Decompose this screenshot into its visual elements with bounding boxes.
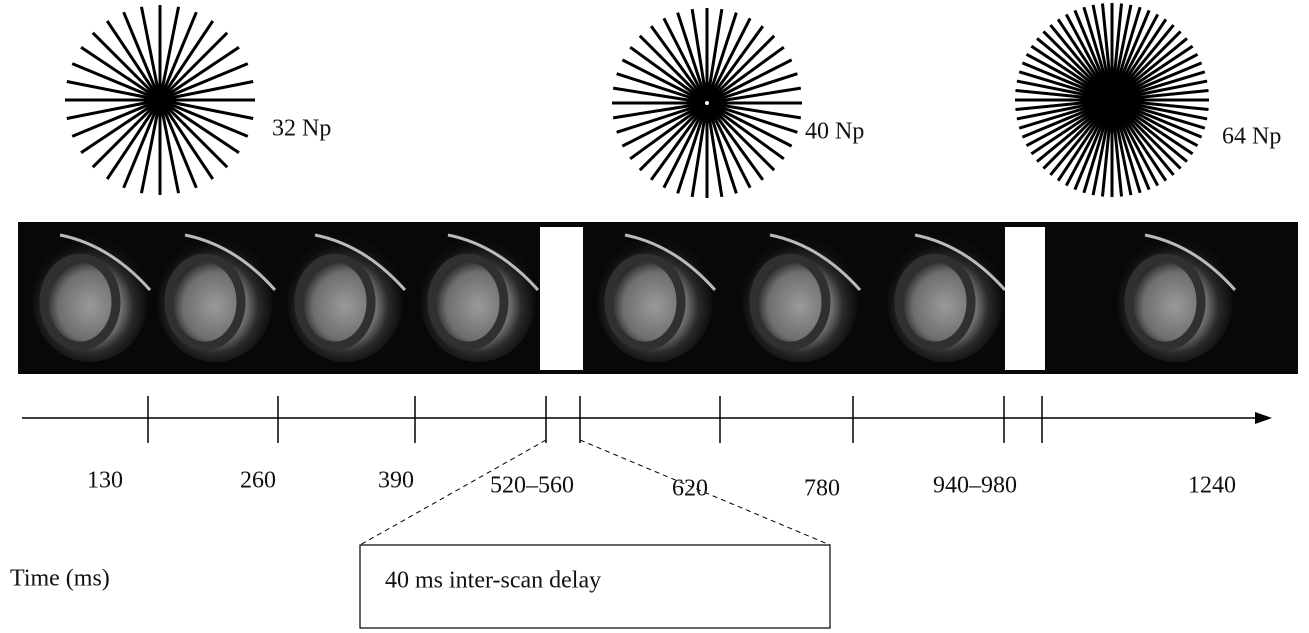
star-hub bbox=[1084, 72, 1140, 128]
time-label: 260 bbox=[240, 468, 276, 494]
axis-label: Time (ms) bbox=[10, 566, 110, 592]
time-label: 780 bbox=[804, 476, 840, 502]
figure: 40 ms inter-scan delay Time (ms) 130 260 3… bbox=[0, 0, 1309, 633]
time-label: 520–560 bbox=[490, 473, 574, 499]
star-group bbox=[65, 3, 1209, 198]
star-label: 64 Np bbox=[1222, 124, 1281, 150]
time-label: 940–980 bbox=[933, 473, 1017, 499]
gap bbox=[1005, 227, 1045, 370]
star-dot bbox=[705, 101, 709, 105]
callout-text: 40 ms inter-scan delay bbox=[385, 568, 601, 594]
time-label: 1240 bbox=[1188, 473, 1236, 499]
time-label: 390 bbox=[378, 468, 414, 494]
star-hub bbox=[146, 86, 174, 114]
star-label: 32 Np bbox=[272, 116, 331, 142]
time-labels: 130 260 390 520–560 620 780 940–980 1240 bbox=[87, 468, 1236, 502]
time-label: 620 bbox=[672, 476, 708, 502]
star-label: 40 Np bbox=[805, 119, 864, 145]
arrow-head bbox=[1255, 412, 1272, 424]
gap bbox=[540, 227, 583, 370]
ticks bbox=[148, 396, 1042, 443]
page: 40 ms inter-scan delay Time (ms) 130 260 3… bbox=[0, 0, 1309, 633]
time-label: 130 bbox=[87, 468, 123, 494]
